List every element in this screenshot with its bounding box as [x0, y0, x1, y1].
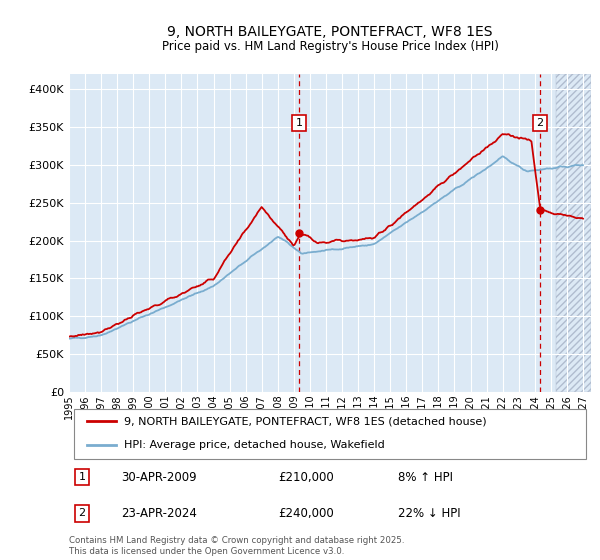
Text: £210,000: £210,000 [278, 470, 334, 484]
Text: 2: 2 [79, 508, 86, 519]
Text: 8% ↑ HPI: 8% ↑ HPI [398, 470, 453, 484]
Text: 9, NORTH BAILEYGATE, PONTEFRACT, WF8 1ES: 9, NORTH BAILEYGATE, PONTEFRACT, WF8 1ES [167, 25, 493, 39]
Text: 30-APR-2009: 30-APR-2009 [121, 470, 197, 484]
Text: 1: 1 [79, 472, 86, 482]
Text: HPI: Average price, detached house, Wakefield: HPI: Average price, detached house, Wake… [124, 440, 385, 450]
Text: Contains HM Land Registry data © Crown copyright and database right 2025.
This d: Contains HM Land Registry data © Crown c… [69, 536, 404, 556]
Text: 23-APR-2024: 23-APR-2024 [121, 507, 197, 520]
Text: £240,000: £240,000 [278, 507, 334, 520]
Text: 22% ↓ HPI: 22% ↓ HPI [398, 507, 460, 520]
Bar [556, 74, 591, 392]
Text: 1: 1 [296, 118, 302, 128]
Text: Price paid vs. HM Land Registry's House Price Index (HPI): Price paid vs. HM Land Registry's House … [161, 40, 499, 53]
FancyBboxPatch shape [74, 409, 586, 459]
Text: 2: 2 [536, 118, 544, 128]
Text: 9, NORTH BAILEYGATE, PONTEFRACT, WF8 1ES (detached house): 9, NORTH BAILEYGATE, PONTEFRACT, WF8 1ES… [124, 416, 487, 426]
